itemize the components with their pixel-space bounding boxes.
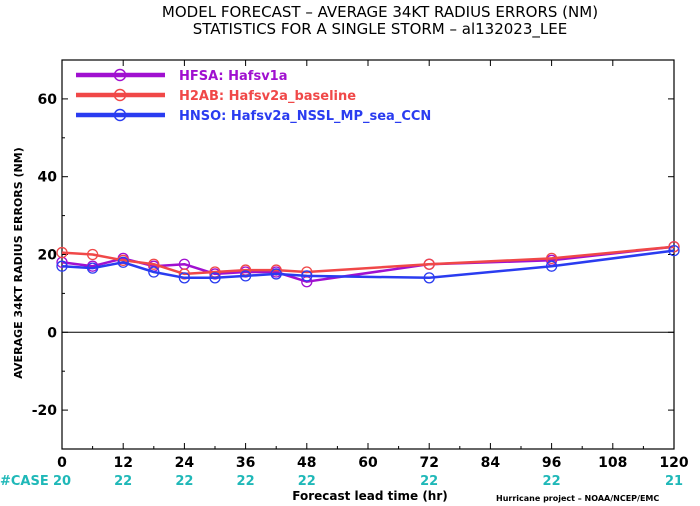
case-count: 22 [420,474,438,489]
series-2-point [86,262,99,274]
case-count: 20 [53,474,71,489]
x-tick-label: 48 [297,455,316,471]
x-tick-label: 0 [57,455,67,471]
legend: HFSA: Hafsv1a H2AB: Hafsv2a_baseline HNSO:… [76,68,431,124]
y-tick-label: -20 [32,403,58,419]
series-2-point [148,266,160,278]
series-2-point [301,270,313,282]
x-tick-label: 84 [481,455,501,471]
series-1-point [545,252,558,265]
chart-title: MODEL FORECAST – AVERAGE 34KT RADIUS ERR… [162,3,598,21]
x-tick-label: 24 [175,455,195,471]
series-2-point [423,272,435,284]
chart-subtitle: STATISTICS FOR A SINGLE STORM – al132023… [193,20,567,39]
legend-label: HFSA: Hafsv1a [179,69,288,84]
case-count: 22 [298,474,316,489]
x-tick-label: 120 [659,455,688,471]
x-tick-label: 72 [419,455,438,471]
series-layer [56,241,680,288]
series-2-point [117,256,129,268]
series-2-point [56,260,68,272]
legend-swatch-marker [113,88,127,102]
case-row: #CASE 20 22 22 22 22 22 22 21 [0,474,683,489]
x-tick-label: 12 [113,455,132,471]
series-1-point [423,258,435,270]
x-axis-label: Forecast lead time (hr) [292,489,448,503]
y-tick-label: 20 [38,248,58,264]
y-axis: -20 0 20 40 60 [32,59,674,450]
series-2-point [270,268,282,280]
x-tick-label: 96 [542,455,561,471]
case-count: 22 [175,474,193,489]
y-tick-label: 40 [38,170,58,186]
series-2-point [668,244,680,257]
x-axis: 0 12 24 36 48 60 72 84 96 108 120 [57,60,689,471]
series-2-point [209,272,221,284]
series-1-point [56,246,68,259]
case-row-label: #CASE [0,474,49,489]
credit-text: Hurricane project – NOAA/NCEP/EMC [496,494,659,503]
case-count: 21 [665,474,683,489]
x-tick-label: 108 [598,455,627,471]
x-tick-label: 60 [358,455,378,471]
case-count: 22 [237,474,255,489]
legend-swatch-marker [113,68,127,82]
series-1-point [86,248,99,261]
series-2-point [178,272,191,284]
case-count: 22 [114,474,132,489]
series-2-point [239,270,252,282]
legend-label: H2AB: Hafsv2a_baseline [179,89,356,104]
series-2-point [545,260,558,272]
y-tick-label: 60 [38,92,58,108]
case-count: 22 [543,474,561,489]
legend-swatch-marker [113,108,127,122]
series-1-point [148,258,160,270]
x-tick-label: 36 [236,455,255,471]
y-axis-label: AVERAGE 34KT RADIUS ERRORS (NM) [12,147,25,378]
y-tick-label: 0 [47,325,57,341]
legend-label: HNSO: Hafsv2a_NSSL_MP_sea_CCN [179,109,431,124]
